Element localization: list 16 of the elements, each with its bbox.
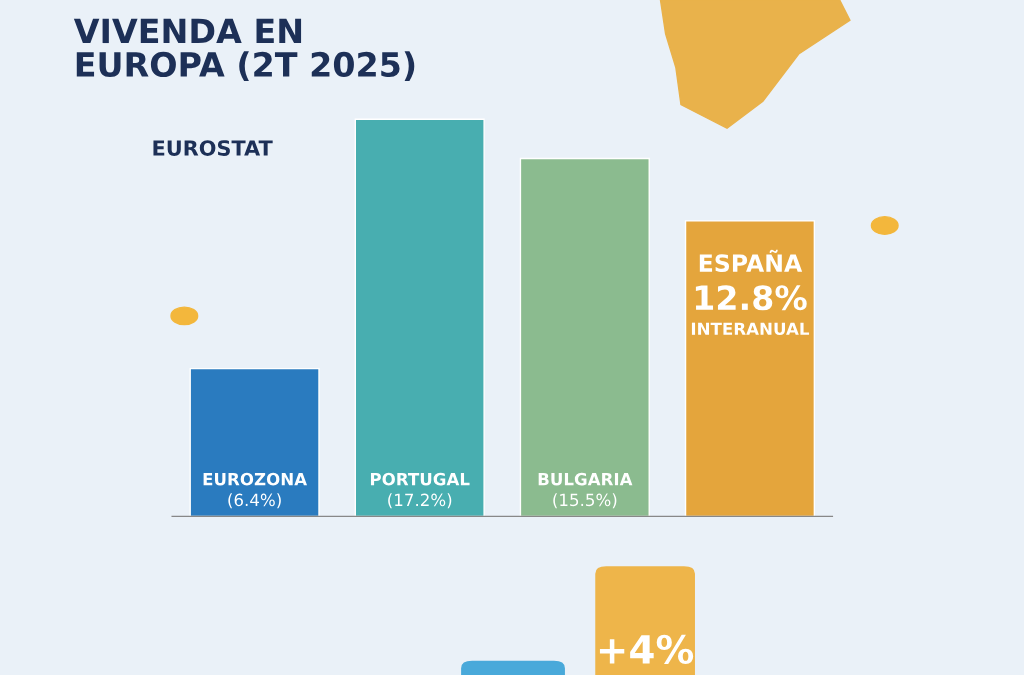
- data-label: 12.8%: [695, 285, 807, 311]
- x-tick-label: PORTUGAL: [370, 472, 470, 486]
- data-label: (15.5%): [553, 493, 617, 509]
- bar: [354, 118, 485, 517]
- bar: [189, 367, 320, 517]
- x-tick-label: BULGARIA: [538, 472, 633, 486]
- x-tick-label: EUROZONA: [203, 472, 308, 486]
- bar: [684, 220, 816, 517]
- annotation: EUROSTAT: [153, 140, 273, 156]
- data-label: (6.4%): [228, 493, 281, 509]
- data-label: (17.2%): [388, 493, 452, 509]
- chart-title: VIVENDA EN EUROPA (2T 2025): [73, 18, 415, 81]
- annotation: INTERANUAL: [691, 322, 810, 336]
- x-tick-label: ESPAÑA: [699, 249, 803, 273]
- text: +4%: [599, 634, 694, 665]
- bar: [519, 157, 650, 517]
